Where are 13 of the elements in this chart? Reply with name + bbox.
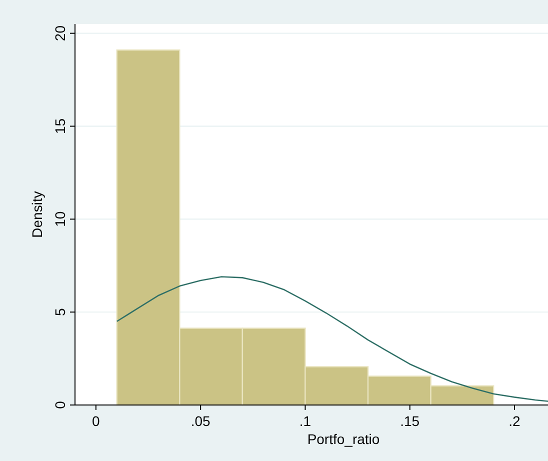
- y-axis-title: Density: [29, 191, 45, 238]
- y-tick-label: 15: [52, 118, 68, 134]
- x-axis-title: Portfo_ratio: [307, 431, 380, 447]
- y-tick-label: 10: [52, 211, 68, 227]
- y-tick-label: 5: [52, 308, 68, 316]
- line-series: [116, 276, 548, 402]
- x-tick-label: .15: [400, 413, 420, 429]
- x-tick-label: .1: [299, 413, 312, 429]
- y-tick-label: 0: [52, 400, 68, 409]
- x-tick-label: .2: [508, 413, 521, 429]
- y-tick-label: 20: [52, 25, 68, 42]
- x-tick-label: .05: [190, 413, 211, 429]
- x-tick-label: 0: [92, 413, 100, 429]
